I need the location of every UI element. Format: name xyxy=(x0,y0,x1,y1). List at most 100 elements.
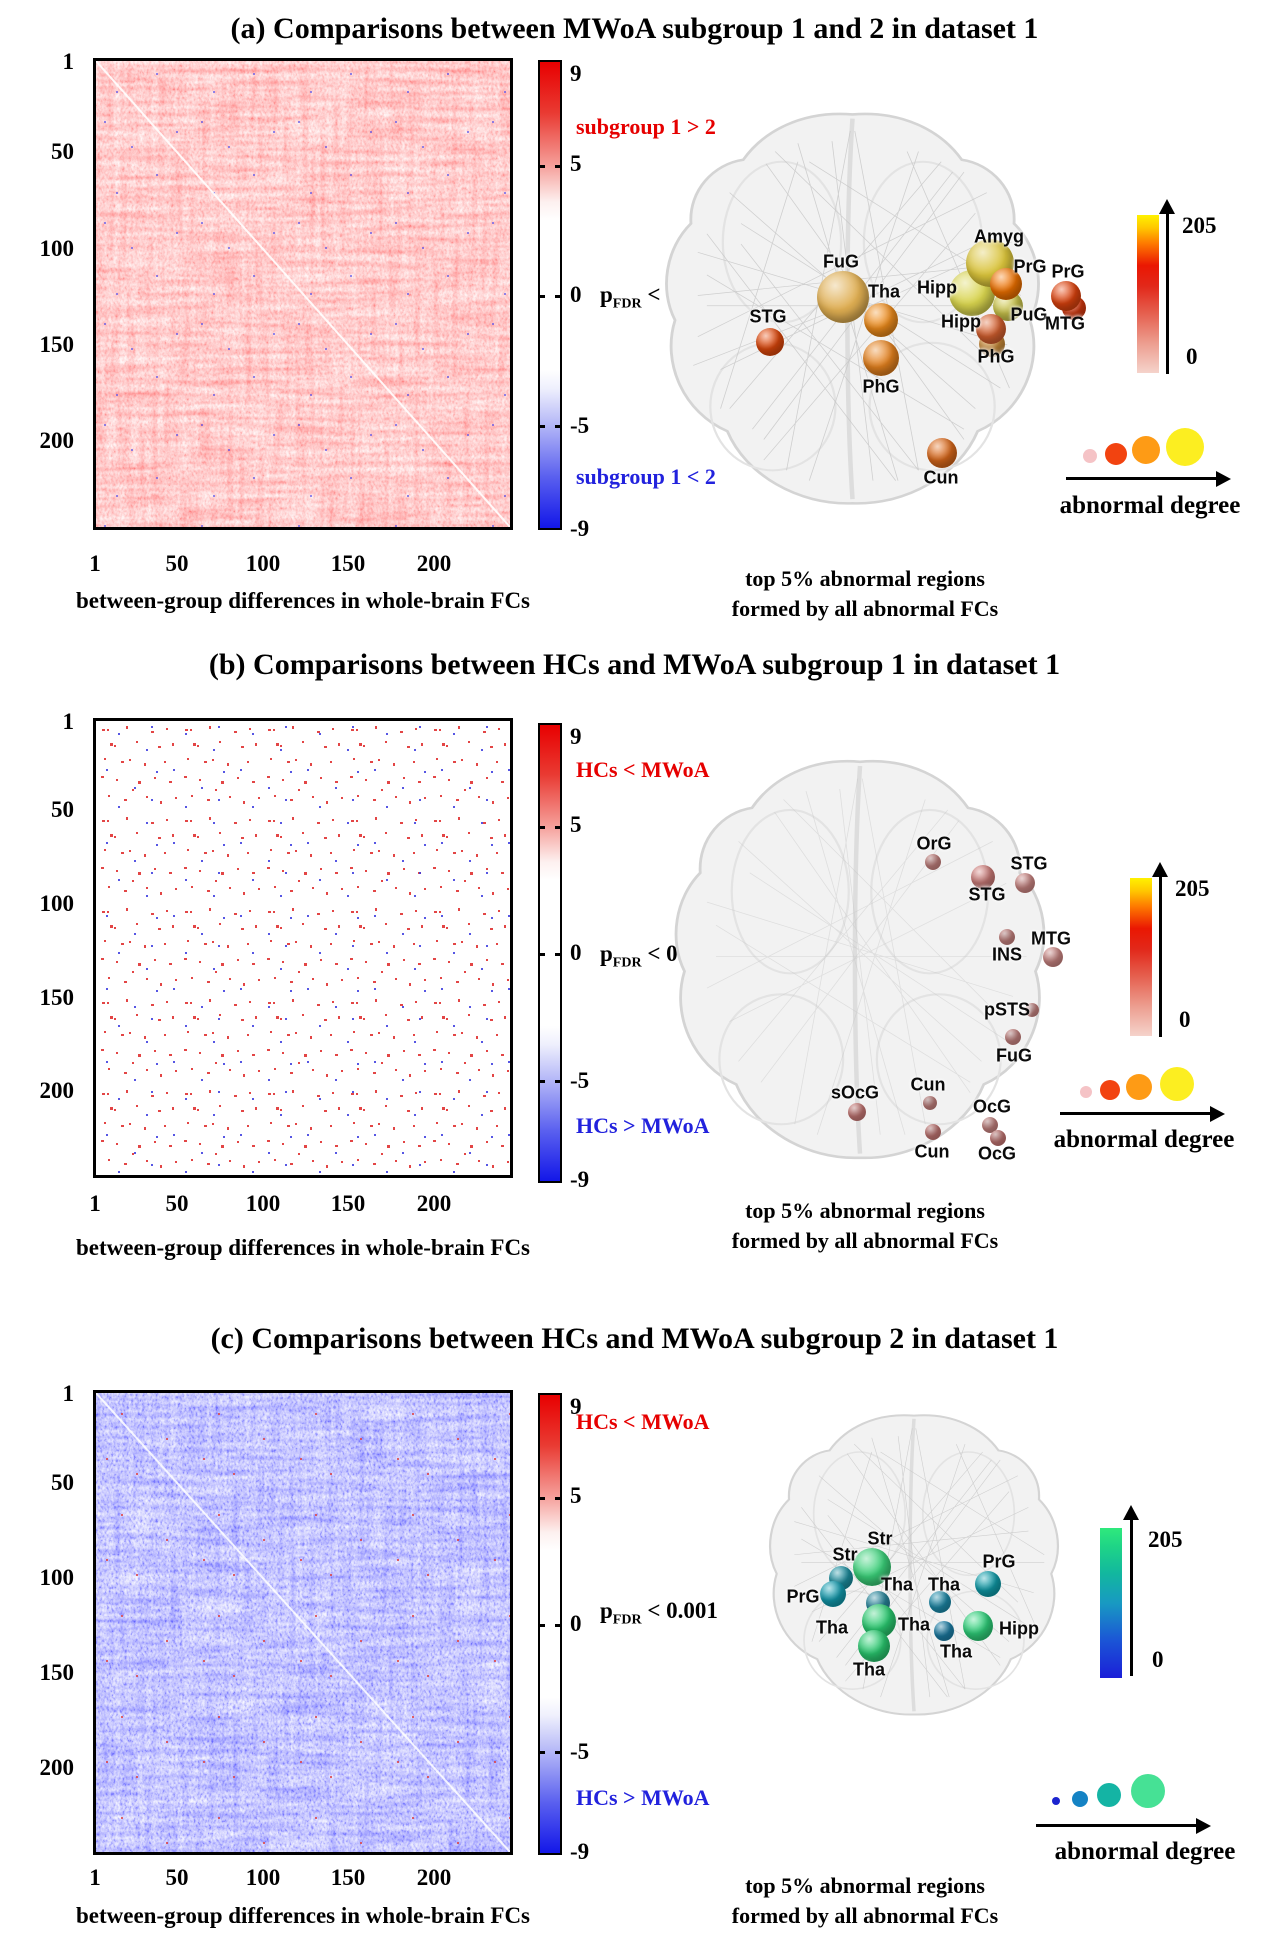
size-axis-arrow-head xyxy=(1196,1818,1211,1834)
region-sphere xyxy=(853,1548,891,1586)
y-axis-tick: 50 xyxy=(51,1470,74,1495)
size-axis-arrow-head xyxy=(1216,471,1231,487)
degree-arrow-head xyxy=(1159,199,1175,214)
region-sphere xyxy=(999,929,1015,945)
p-symbol: p xyxy=(600,282,613,307)
x-axis-tick: 150 xyxy=(330,551,366,576)
y-axis-tick: 100 xyxy=(39,891,75,916)
region-sphere xyxy=(971,865,995,889)
region-label: STG xyxy=(749,306,787,327)
p-threshold-label: pFDR < 0.001 xyxy=(600,1598,718,1629)
matrix-xlabel: between-group differences in whole-brain… xyxy=(75,588,531,613)
colorbar-tick-mark xyxy=(540,424,545,428)
p-comparison: < 0.001 xyxy=(647,1598,718,1623)
size-axis-arrow xyxy=(1060,1112,1210,1115)
degree-size-dot xyxy=(1072,1791,1088,1807)
stat-colorbar xyxy=(538,60,562,530)
degree-arrow-up xyxy=(1166,214,1169,374)
degree-colorbar xyxy=(1130,878,1152,1036)
region-label: STG xyxy=(1010,853,1048,874)
colorbar-tick-mark xyxy=(555,1751,560,1755)
region-label: Amyg xyxy=(973,226,1025,247)
colorbar-tick-label: 0 xyxy=(570,940,582,965)
degree-max-label: 205 xyxy=(1175,876,1210,901)
x-axis-tick: 100 xyxy=(245,1865,281,1890)
region-sphere xyxy=(990,268,1022,300)
colorbar-tick-mark xyxy=(555,826,560,830)
brain-caption-line1: top 5% abnormal regions xyxy=(745,1873,985,1898)
region-label: Cun xyxy=(914,1141,950,1162)
region-label: PhG xyxy=(977,346,1015,367)
colorbar-tick-mark xyxy=(555,295,560,298)
positive-direction-label: HCs < MWoA xyxy=(576,757,710,782)
y-axis-tick: 150 xyxy=(39,1660,75,1685)
x-axis-tick: 150 xyxy=(330,1191,366,1216)
region-sphere xyxy=(756,328,784,356)
colorbar-tick-mark xyxy=(540,1496,545,1500)
region-label: MTG xyxy=(1045,313,1085,334)
colorbar-tick-mark xyxy=(540,1751,545,1755)
x-axis-tick: 50 xyxy=(165,1865,189,1890)
degree-size-dot xyxy=(1100,1080,1120,1100)
region-sphere xyxy=(934,1621,954,1641)
region-sphere xyxy=(982,1117,998,1133)
colorbar-tick-mark xyxy=(540,295,545,298)
p-symbol: p xyxy=(600,941,613,966)
region-label: Tha xyxy=(897,1614,931,1635)
colorbar-tick-mark xyxy=(540,826,545,830)
degree-colorbar xyxy=(1100,1528,1122,1678)
colorbar-tick-mark xyxy=(555,165,560,169)
region-label: OcG xyxy=(972,1096,1012,1117)
colorbar-tick-mark xyxy=(555,1496,560,1500)
degree-min-label: 0 xyxy=(1186,344,1198,369)
region-label: OrG xyxy=(916,833,952,854)
colorbar-tick-label: 9 xyxy=(570,1394,582,1419)
region-label: Tha xyxy=(880,1574,914,1595)
y-axis-tick: 1 xyxy=(62,1381,75,1406)
panel-b-title: (b) Comparisons between HCs and MWoA sub… xyxy=(208,648,1061,681)
colorbar-tick-mark xyxy=(540,1624,545,1627)
region-label: Tha xyxy=(815,1617,849,1638)
region-label: STG xyxy=(968,884,1006,905)
region-label: Tha xyxy=(852,1659,886,1680)
colorbar-tick-label: -5 xyxy=(570,1068,590,1093)
brain-caption-line2: formed by all abnormal FCs xyxy=(731,1903,999,1928)
region-sphere xyxy=(927,438,957,468)
degree-size-dot xyxy=(1131,1774,1165,1808)
matrix-xlabel: between-group differences in whole-brain… xyxy=(75,1903,531,1928)
region-label: Tha xyxy=(927,1574,961,1595)
x-axis-tick: 200 xyxy=(416,1191,452,1216)
degree-size-dot xyxy=(1052,1797,1060,1805)
x-axis-tick: 100 xyxy=(245,551,281,576)
colorbar-tick-mark xyxy=(540,953,545,956)
region-sphere xyxy=(817,271,869,323)
x-axis-tick: 100 xyxy=(245,1191,281,1216)
x-axis-tick: 50 xyxy=(165,1191,189,1216)
region-label: Hipp xyxy=(941,311,981,332)
positive-direction-label: subgroup 1 > 2 xyxy=(576,114,716,139)
region-label: Tha xyxy=(867,281,901,302)
region-sphere xyxy=(1025,1003,1039,1017)
degree-axis-label: abnormal degree xyxy=(1053,1126,1235,1153)
fc-matrix-heatmap xyxy=(93,718,513,1178)
region-label: Hipp xyxy=(917,277,957,298)
colorbar-tick-label: 9 xyxy=(570,724,582,749)
degree-size-dot xyxy=(1160,1067,1194,1101)
x-axis-tick: 200 xyxy=(416,1865,452,1890)
region-sphere xyxy=(963,1611,993,1641)
region-label: PrG xyxy=(1013,256,1047,277)
degree-max-label: 205 xyxy=(1148,1527,1183,1552)
region-sphere xyxy=(925,1124,941,1140)
colorbar-tick-label: 5 xyxy=(570,151,582,176)
panel-a-title: (a) Comparisons between MWoA subgroup 1 … xyxy=(230,12,1039,45)
y-axis-tick: 50 xyxy=(51,139,74,164)
y-axis-tick: 1 xyxy=(62,49,75,74)
region-sphere xyxy=(864,303,898,337)
degree-min-label: 0 xyxy=(1152,1647,1164,1672)
region-label: Str xyxy=(832,1544,858,1565)
region-label: FuG xyxy=(996,1045,1032,1066)
region-label: PhG xyxy=(862,376,900,397)
degree-arrow-head xyxy=(1123,1505,1139,1520)
degree-size-dot xyxy=(1166,428,1204,466)
x-axis-tick: 1 xyxy=(89,1865,101,1890)
